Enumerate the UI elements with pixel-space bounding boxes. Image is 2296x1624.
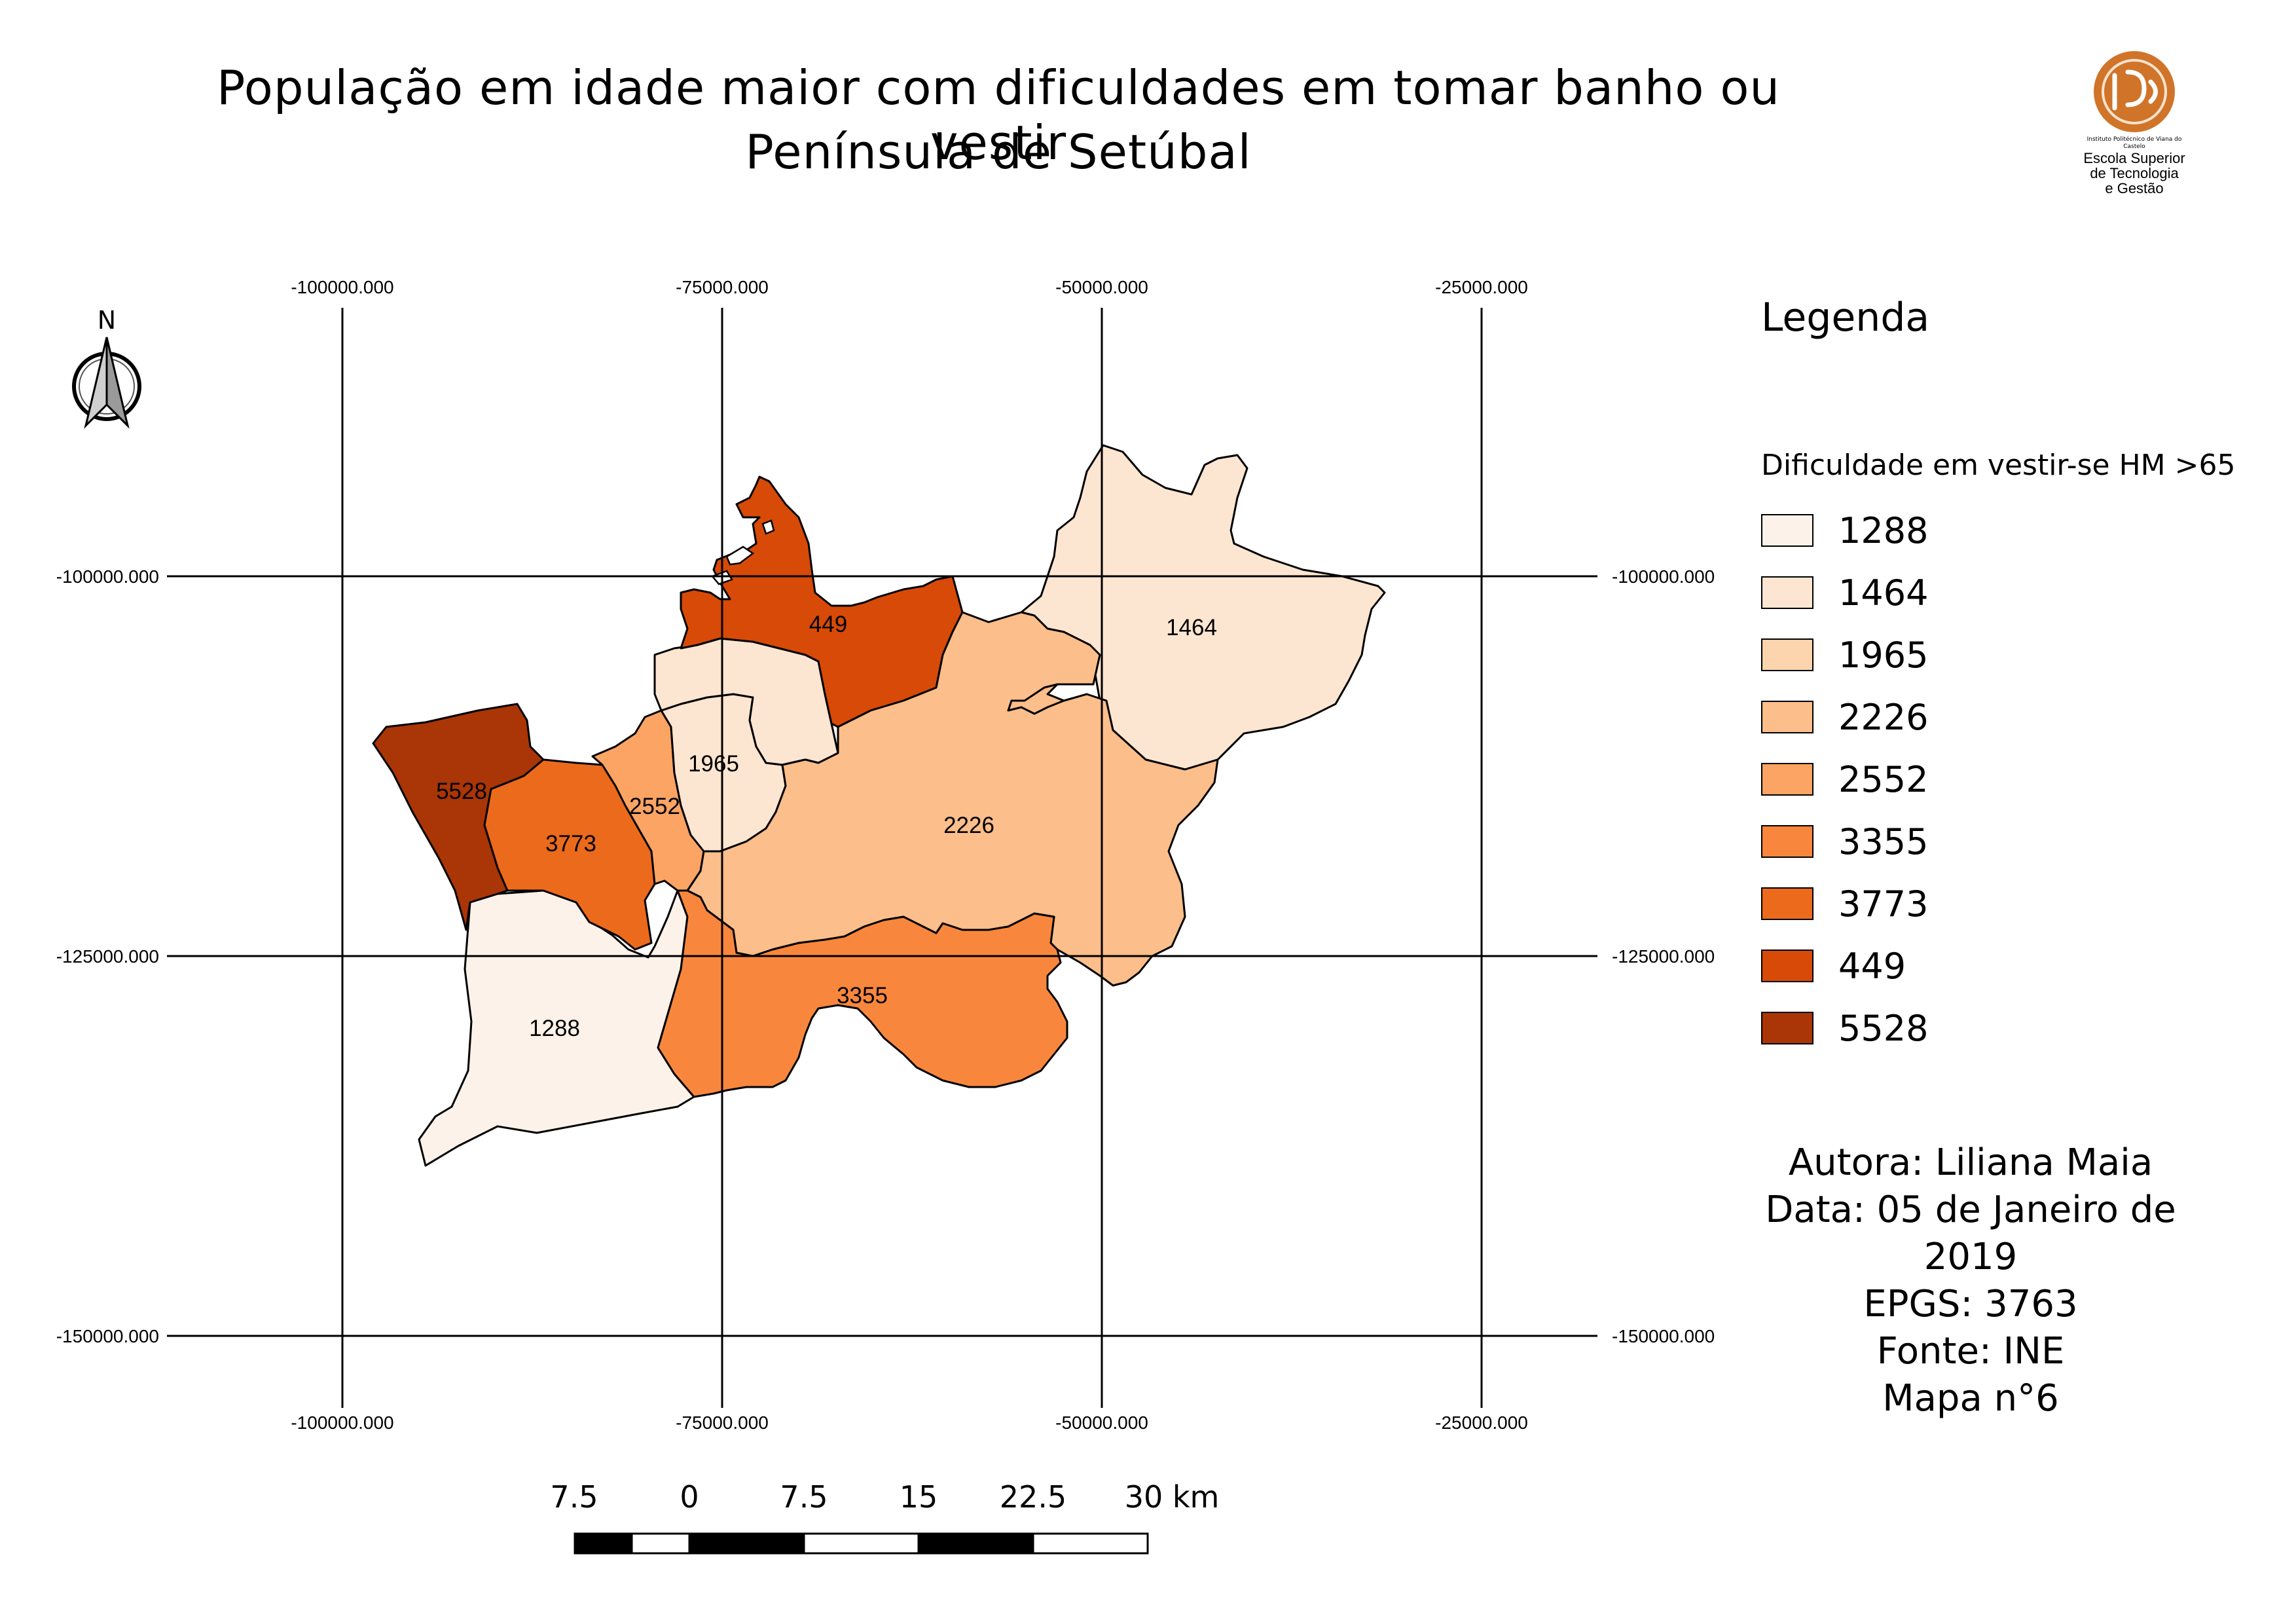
north-arrow-icon-right bbox=[105, 337, 130, 429]
credits-map-number: Mapa n°6 bbox=[1882, 1377, 2059, 1420]
island-shape bbox=[725, 545, 755, 566]
legend-swatch bbox=[1761, 1012, 1813, 1044]
region-polygon-3355[interactable] bbox=[657, 889, 1068, 1098]
y-label-right: -100000.000 bbox=[1612, 566, 1715, 587]
legend-swatch bbox=[1761, 576, 1813, 609]
legend-swatch bbox=[1761, 825, 1813, 858]
x-label-top: -75000.000 bbox=[676, 277, 769, 297]
credits-source: Fonte: INE bbox=[1876, 1330, 2065, 1373]
scale-segment bbox=[574, 1532, 633, 1555]
region-label-2226: 2226 bbox=[943, 813, 994, 838]
credits-epgs: EPGS: 3763 bbox=[1863, 1283, 2078, 1325]
legend-swatch bbox=[1761, 887, 1813, 920]
scale-label: 7.5 bbox=[550, 1479, 598, 1515]
legend-label: 5528 bbox=[1838, 1008, 1929, 1049]
logo-circle-inner bbox=[2102, 59, 2167, 124]
legend-swatch bbox=[1761, 763, 1813, 796]
scale-label: 22.5 bbox=[1000, 1479, 1066, 1515]
logo-emblem bbox=[2094, 51, 2175, 132]
logo-school-line: e Gestão bbox=[2105, 180, 2164, 196]
scale-label: 7.5 bbox=[780, 1479, 828, 1515]
legend-label: 2226 bbox=[1838, 697, 1929, 738]
logo-institution: Instituto Politécnico de Viana do Castel… bbox=[2086, 136, 2182, 150]
legend-label: 2552 bbox=[1838, 759, 1929, 800]
legend-label: 1464 bbox=[1838, 572, 1929, 614]
x-label-top: -50000.000 bbox=[1055, 277, 1148, 297]
legend-label: 1965 bbox=[1838, 635, 1929, 676]
region-polygon-2226-east[interactable] bbox=[1007, 683, 1065, 715]
region-label-1464: 1464 bbox=[1166, 615, 1217, 640]
scale-label: 15 bbox=[900, 1479, 938, 1515]
north-arrow-icon bbox=[84, 337, 108, 429]
grid-labels: -100000.000 -75000.000 -50000.000 -25000… bbox=[56, 277, 1715, 1433]
region-label-449: 449 bbox=[809, 612, 847, 637]
regions-layer bbox=[372, 444, 1386, 1167]
region-label-3355: 3355 bbox=[837, 983, 888, 1008]
legend-swatch bbox=[1761, 950, 1813, 982]
region-polygon-1464[interactable] bbox=[1020, 444, 1386, 771]
scale-segment bbox=[688, 1532, 805, 1555]
logo-school-line: Escola Superior bbox=[2083, 150, 2185, 166]
scale-bar: 7.5 0 7.5 15 22.5 30 km bbox=[550, 1479, 1220, 1555]
y-label-left: -150000.000 bbox=[56, 1326, 159, 1346]
map-credits: Autora: Liliana Maia Data: 05 de Janeiro… bbox=[1741, 1139, 2200, 1422]
x-label-top: -100000.000 bbox=[291, 277, 393, 297]
scale-segment bbox=[630, 1532, 691, 1555]
map-title: População em idade maior com dificuldade… bbox=[216, 60, 1781, 170]
y-label-right: -150000.000 bbox=[1612, 1326, 1715, 1346]
scale-segment bbox=[917, 1532, 1034, 1555]
map-subtitle: Península de Setúbal bbox=[745, 124, 1252, 179]
legend-swatch bbox=[1761, 514, 1813, 547]
x-label-top: -25000.000 bbox=[1435, 277, 1528, 297]
legend-swatch bbox=[1761, 701, 1813, 733]
logo-mark-icon bbox=[2112, 69, 2158, 111]
legend-label: 3355 bbox=[1838, 821, 1929, 862]
region-label-1965: 1965 bbox=[688, 751, 739, 777]
legend-label: 1288 bbox=[1838, 510, 1929, 551]
north-arrow-label: N bbox=[98, 306, 116, 335]
scale-segment bbox=[803, 1532, 920, 1555]
credits-author: Autora: Liliana Maia bbox=[1788, 1141, 2153, 1184]
x-label-bottom: -50000.000 bbox=[1055, 1412, 1148, 1433]
island-shape bbox=[761, 519, 775, 535]
region-label-5528: 5528 bbox=[436, 779, 487, 804]
logo-text: Instituto Politécnico de Viana do Castel… bbox=[2082, 136, 2187, 196]
region-labels: 5528 3773 2552 1965 449 1464 2226 3355 1… bbox=[436, 612, 1217, 1041]
logo-circle-icon bbox=[2094, 51, 2175, 132]
legend-swatch bbox=[1761, 638, 1813, 671]
legend-label: 449 bbox=[1838, 946, 1906, 987]
scale-label: 30 km bbox=[1125, 1479, 1220, 1515]
legend-label: 3773 bbox=[1838, 883, 1929, 925]
legend-subtitle: Dificuldade em vestir-se HM >65 bbox=[1761, 449, 2236, 482]
y-label-right: -125000.000 bbox=[1612, 946, 1715, 967]
y-label-left: -125000.000 bbox=[56, 946, 159, 967]
credits-year: 2019 bbox=[1923, 1236, 2018, 1278]
y-label-left: -100000.000 bbox=[56, 566, 159, 587]
x-label-bottom: -100000.000 bbox=[291, 1412, 393, 1433]
legend-title: Legenda bbox=[1761, 295, 1930, 341]
credits-date: Data: 05 de Janeiro de bbox=[1765, 1189, 2176, 1231]
region-label-3773: 3773 bbox=[545, 831, 596, 857]
graticule bbox=[167, 308, 1597, 1408]
scale-label: 0 bbox=[680, 1479, 699, 1515]
north-arrow: N bbox=[72, 306, 141, 429]
x-label-bottom: -75000.000 bbox=[676, 1412, 769, 1433]
x-label-bottom: -25000.000 bbox=[1435, 1412, 1528, 1433]
region-label-1288: 1288 bbox=[529, 1016, 580, 1041]
scale-segment bbox=[1032, 1532, 1149, 1555]
logo-school-line: de Tecnologia bbox=[2090, 165, 2179, 181]
region-label-2552: 2552 bbox=[629, 794, 680, 819]
